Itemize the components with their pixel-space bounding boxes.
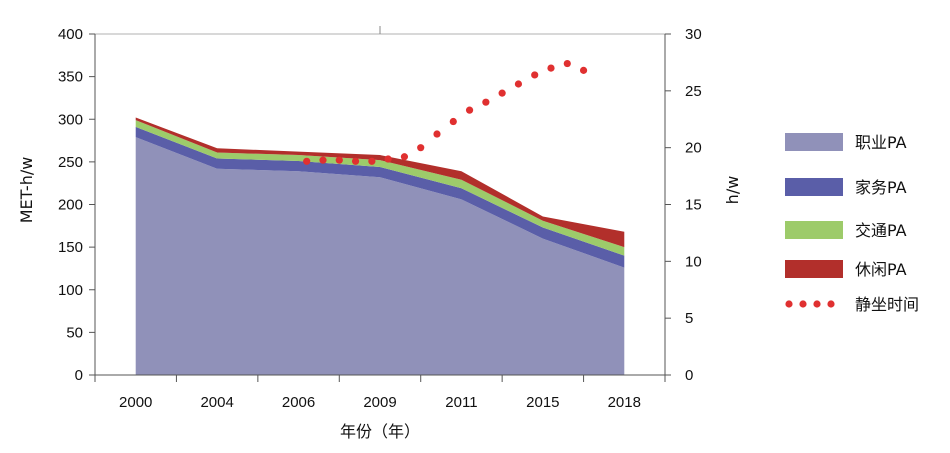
sedentary-point [335,156,343,164]
x-tick-label: 2006 [282,394,315,411]
y-tick-label: 200 [58,197,83,214]
sedentary-point [482,98,490,106]
sedentary-point [368,157,376,165]
y-right-tick-label: 10 [685,253,702,270]
y-axis-left-title: MET-h/w [17,157,36,224]
x-tick-label: 2009 [363,394,396,411]
legend-dot [799,300,807,308]
x-tick-label: 2004 [200,394,233,411]
sedentary-point [498,89,506,97]
sedentary-point [514,80,523,88]
y-axis-right-title: h/w [723,176,742,205]
legend-swatch-leisure [785,260,843,278]
y-tick-label: 150 [58,239,83,256]
y-tick-label: 100 [58,282,83,299]
legend-label-leisure: 休闲PA [855,260,907,279]
area-series-3 [135,117,625,248]
sedentary-point [449,117,457,126]
area-series-1 [135,126,625,268]
sedentary-point [400,153,409,161]
x-tick-label: 2011 [445,394,477,411]
y-right-tick-label: 0 [685,367,693,384]
y-tick-label: 0 [75,367,83,384]
y-tick-label: 300 [58,111,83,128]
sedentary-point [547,64,555,72]
axis-layer: 0 50 100 150 200 250 300 350 400 0 5 10 15 20 25 30 2000… [58,26,702,411]
sedentary-point [384,155,392,163]
legend-label-occupational: 职业PA [855,133,907,152]
sedentary-point [531,71,539,79]
y-right-tick-label: 15 [685,197,702,214]
y-right-tick-label: 5 [685,310,693,327]
x-axis-title: 年份（年） [340,422,420,441]
sedentary-point [417,144,425,152]
sedentary-point [579,66,588,74]
sedentary-point [303,157,311,165]
y-tick-label: 400 [58,26,83,43]
legend-dot [827,300,835,308]
area-series-0 [135,137,625,375]
legend-dot [785,300,793,308]
legend-swatch-household [785,178,843,196]
legend-dot [813,300,821,308]
y-right-tick-label: 30 [685,26,702,43]
legend: 职业PA 家务PA 交通PA 休闲PA 静坐时间 [785,133,919,314]
y-tick-label: 250 [58,154,83,171]
y-right-tick-label: 20 [685,140,702,157]
legend-label-transport: 交通PA [855,221,907,240]
legend-swatch-transport [785,221,843,239]
y-right-tick-label: 25 [685,83,702,100]
legend-label-household: 家务PA [855,178,907,197]
sedentary-point [465,106,474,114]
legend-swatch-sedentary [785,300,835,308]
legend-label-sedentary: 静坐时间 [855,295,919,314]
x-tick-label: 2015 [526,394,559,411]
legend-swatch-occupational [785,133,843,151]
x-tick-label: 2000 [119,394,152,411]
sedentary-point [563,59,571,68]
x-tick-label: 2018 [608,394,641,411]
sedentary-point [351,157,360,165]
sedentary-line [303,59,588,165]
y-tick-label: 350 [58,69,83,86]
area-layer [135,117,625,375]
area-series-2 [135,120,625,256]
y-tick-label: 50 [66,324,83,341]
sedentary-point [433,130,441,138]
sedentary-point [319,156,327,164]
